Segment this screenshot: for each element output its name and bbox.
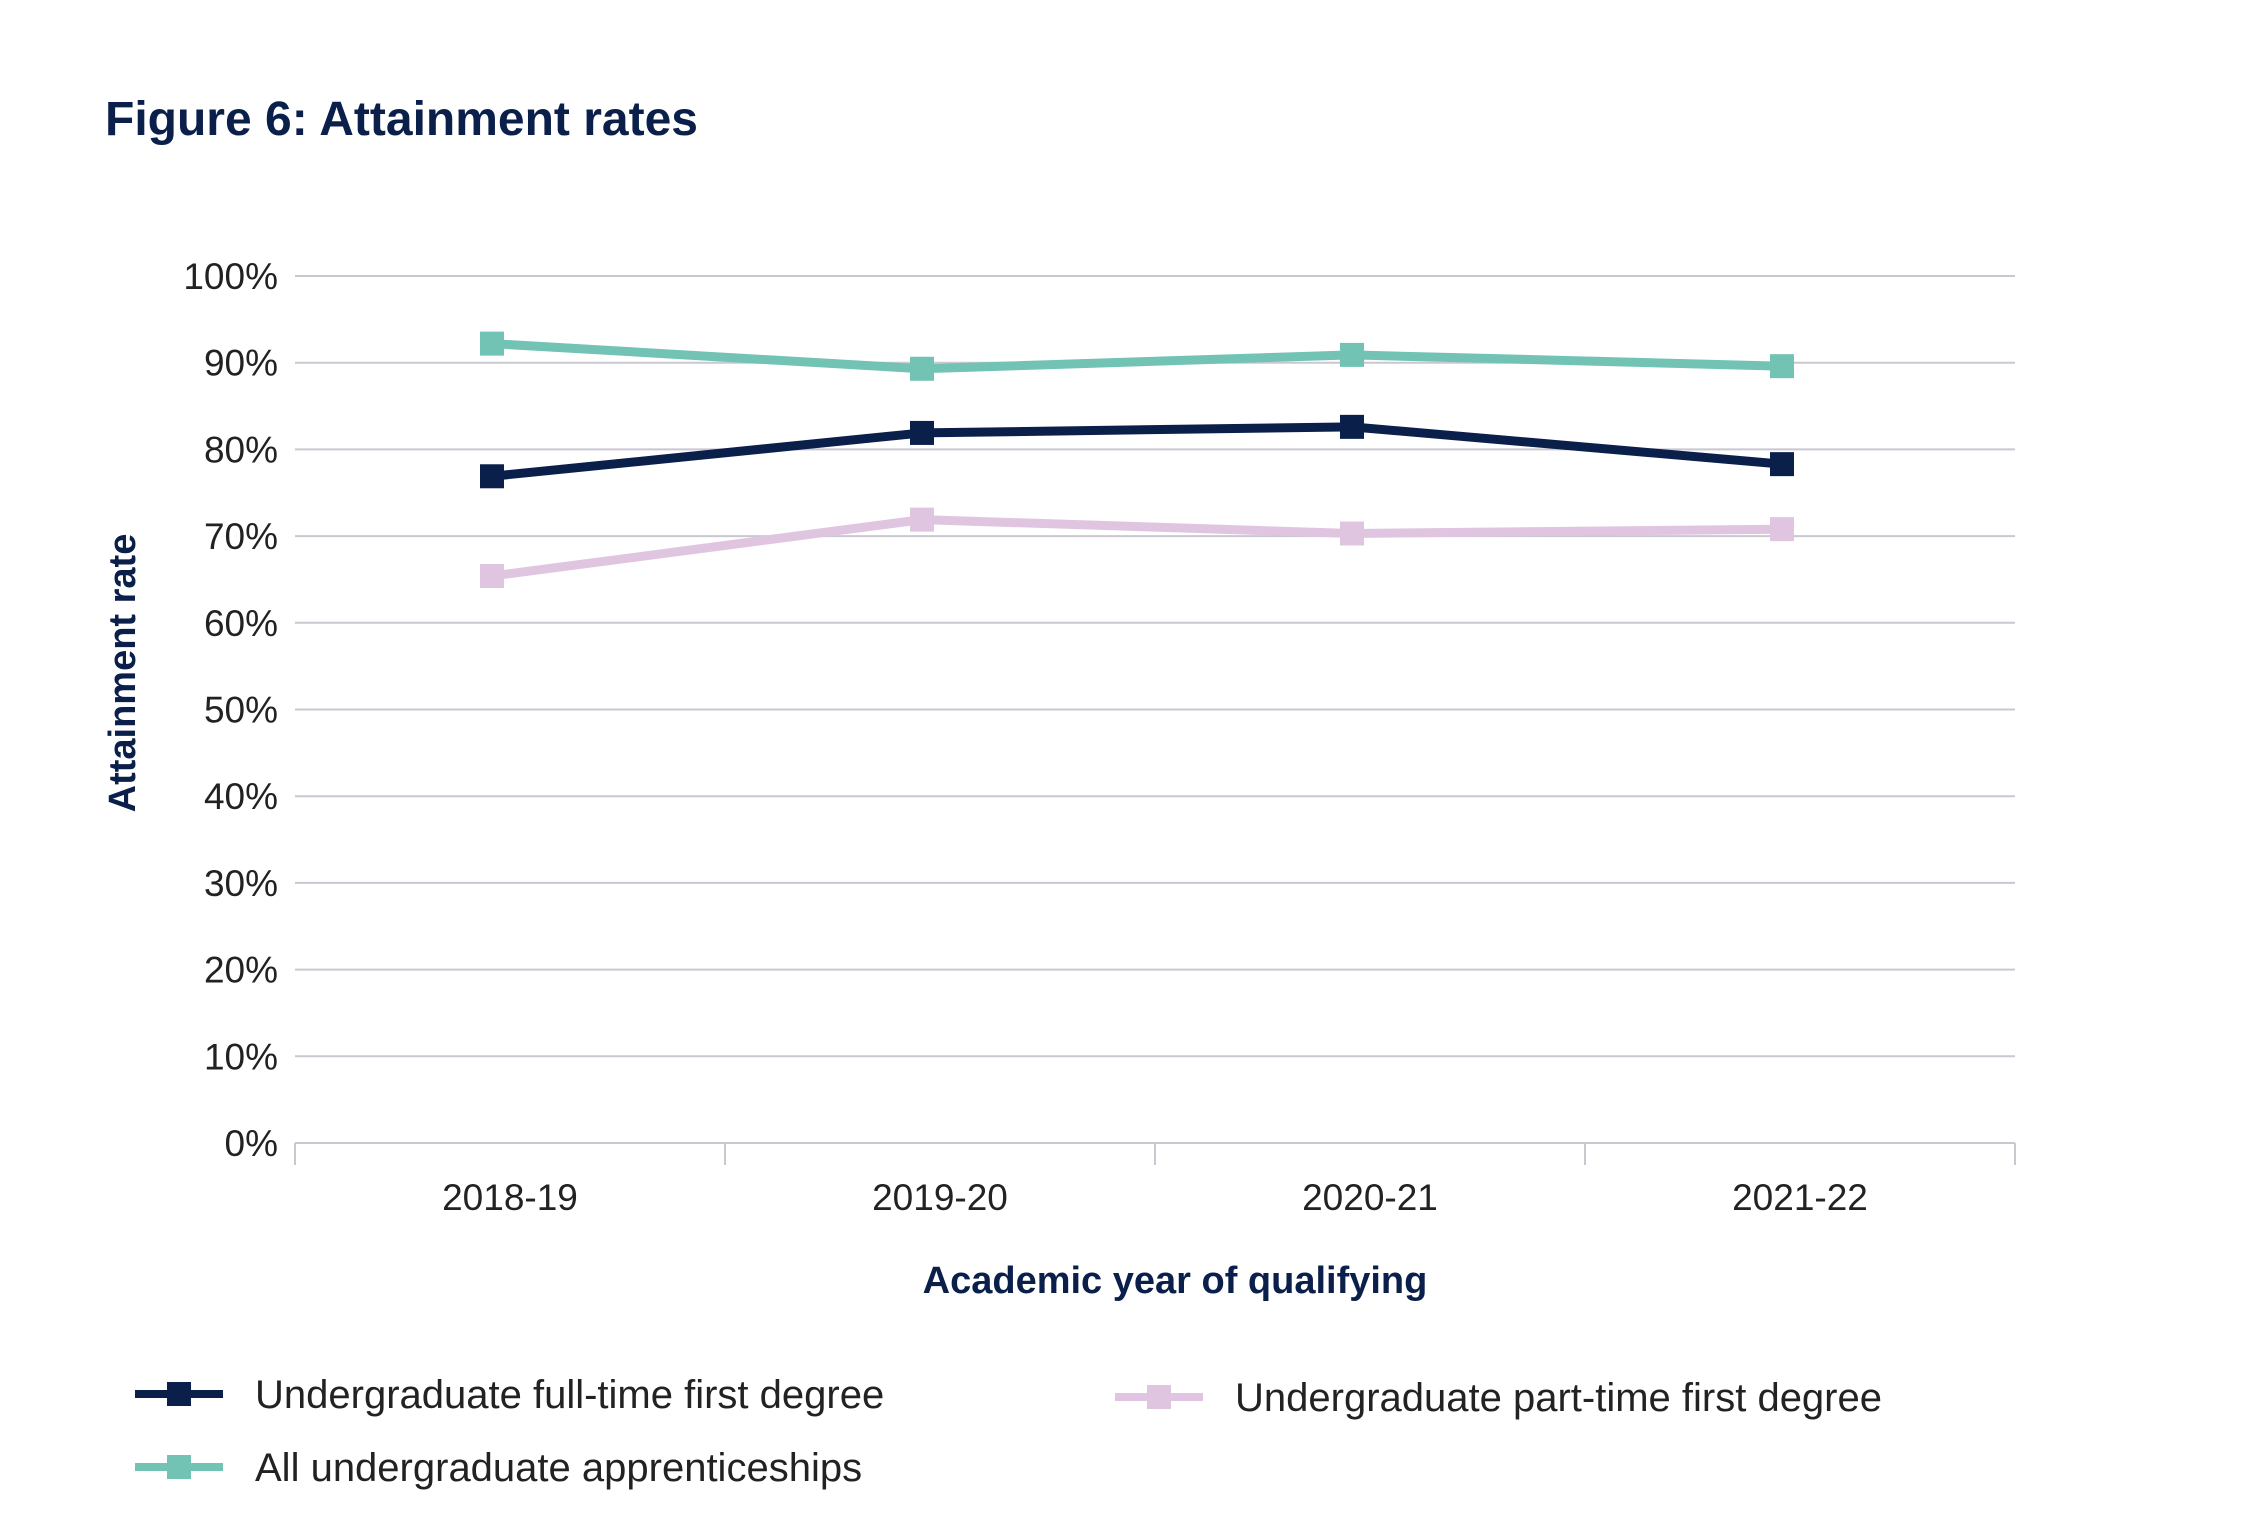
series-line-1 xyxy=(491,339,1783,374)
data-point xyxy=(480,563,504,588)
y-tick-label: 80% xyxy=(204,429,278,470)
y-tick-label: 100% xyxy=(183,256,278,297)
y-tick-label: 20% xyxy=(204,950,278,991)
data-point xyxy=(1770,517,1794,542)
series-line-0 xyxy=(491,422,1783,481)
chart-title: Figure 6: Attainment rates xyxy=(105,93,698,146)
data-point xyxy=(1340,342,1364,367)
x-tick-label: 2019-20 xyxy=(872,1177,1008,1218)
data-point xyxy=(1340,414,1364,439)
legend-marker-1 xyxy=(167,1455,191,1479)
y-tick-label: 90% xyxy=(204,343,278,384)
data-point xyxy=(910,356,934,381)
y-tick-label: 70% xyxy=(204,516,278,557)
legend-label: All undergraduate apprenticeships xyxy=(255,1446,862,1490)
data-point xyxy=(480,331,504,356)
series-line-2 xyxy=(491,515,1783,581)
x-tick-label: 2020-21 xyxy=(1302,1177,1438,1218)
data-point xyxy=(480,464,504,489)
legend-marker-0 xyxy=(167,1382,191,1406)
y-tick-label: 50% xyxy=(204,690,278,731)
data-point xyxy=(1770,354,1794,379)
data-point xyxy=(910,420,934,445)
y-tick-label: 60% xyxy=(204,603,278,644)
x-tick-label: 2021-22 xyxy=(1732,1177,1868,1218)
y-tick-label: 30% xyxy=(204,863,278,904)
data-point xyxy=(1340,521,1364,546)
y-axis-title: Attainment rate xyxy=(102,534,144,813)
legend-marker-2 xyxy=(1147,1385,1171,1409)
data-point xyxy=(910,507,934,532)
y-tick-label: 10% xyxy=(204,1036,278,1077)
x-tick-label: 2018-19 xyxy=(442,1177,578,1218)
legend-label: Undergraduate full-time first degree xyxy=(255,1373,884,1417)
x-axis-title: Academic year of qualifying xyxy=(923,1260,1428,1302)
data-point xyxy=(1770,452,1794,477)
y-tick-label: 40% xyxy=(204,776,278,817)
y-tick-label: 0% xyxy=(225,1123,278,1164)
legend-label: Undergraduate part-time first degree xyxy=(1235,1376,1882,1420)
